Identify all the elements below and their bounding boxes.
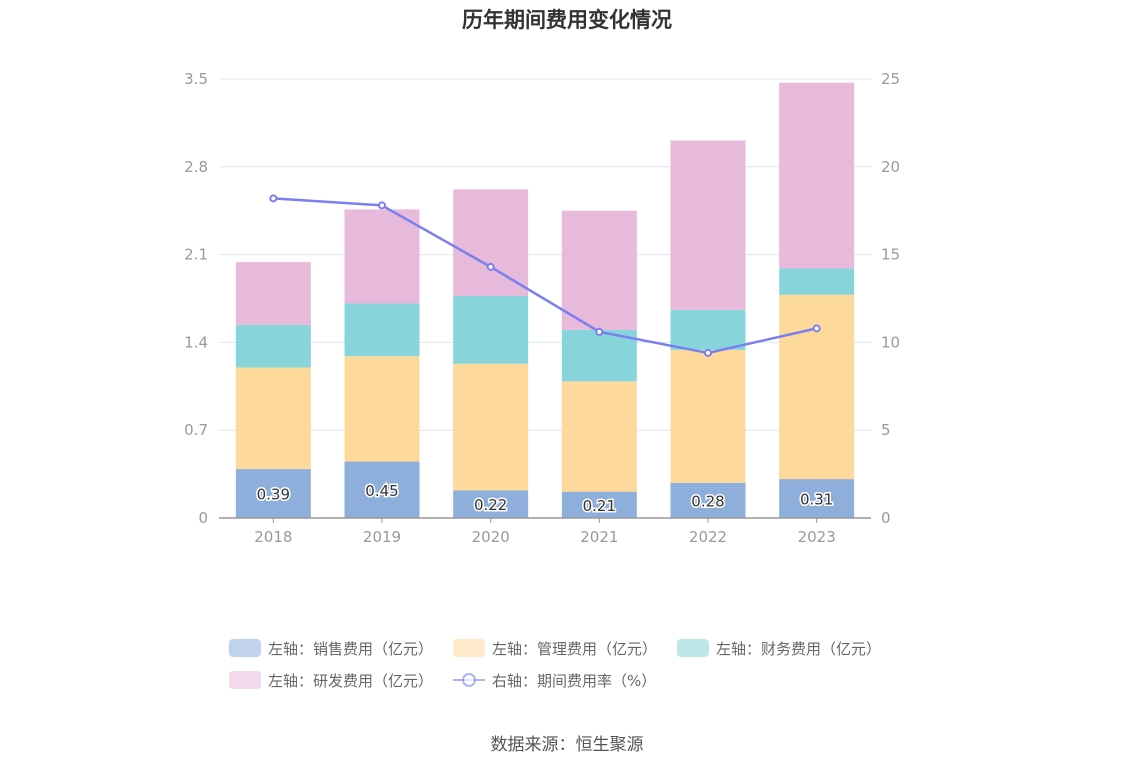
- legend-label: 左轴：财务费用（亿元）: [716, 639, 882, 658]
- legend: 左轴：销售费用（亿元） 左轴：管理费用（亿元） 左轴：财务费用（亿元） 左轴：研发费用…: [229, 632, 929, 696]
- chart-title: 历年期间费用变化情况: [462, 8, 672, 32]
- y-left-tick-label: 2.1: [184, 246, 208, 264]
- bar-segment-1: [235, 469, 311, 518]
- rate-point: [269, 194, 278, 203]
- bar-segment-1: [561, 491, 637, 518]
- legend-swatch: [453, 639, 486, 657]
- bar-segment-3: [670, 309, 746, 350]
- x-tick-label: 2018: [254, 528, 292, 546]
- legend-item[interactable]: 右轴：期间费用率（%）: [453, 670, 656, 691]
- bar-value-label: 0.22: [474, 496, 507, 514]
- bar-segment-1: [453, 490, 529, 518]
- y-left-tick-label: 0: [198, 509, 208, 527]
- y-left-tick-label: 1.4: [184, 333, 208, 351]
- legend-row: 左轴：销售费用（亿元） 左轴：管理费用（亿元） 左轴：财务费用（亿元）: [229, 632, 929, 664]
- rate-point: [486, 262, 495, 271]
- bar-segment-2: [670, 349, 746, 483]
- bar-segment-2: [779, 294, 855, 480]
- x-tick-label: 2020: [472, 528, 510, 546]
- bar-segment-4: [779, 82, 855, 269]
- y-right-tick-label: 10: [881, 333, 900, 351]
- bar-segment-1: [344, 461, 420, 518]
- legend-label: 左轴：管理费用（亿元）: [492, 639, 658, 658]
- bar-segment-3: [779, 268, 855, 295]
- x-tick-label: 2019: [363, 528, 401, 546]
- bar-segment-1: [670, 482, 746, 518]
- bar-segment-4: [344, 209, 420, 304]
- bar-value-label: 0.28: [691, 492, 724, 510]
- bar-segment-4: [670, 140, 746, 310]
- bar-segment-1: [779, 479, 855, 518]
- legend-row: 左轴：研发费用（亿元） 右轴：期间费用率（%）: [229, 664, 929, 696]
- y-right-tick-label: 20: [881, 158, 900, 176]
- bar-value-label: 0.39: [257, 486, 290, 504]
- y-left-tick-label: 0.7: [184, 421, 208, 439]
- y-left-tick-label: 2.8: [184, 158, 208, 176]
- legend-swatch: [229, 639, 261, 657]
- rate-point: [812, 324, 821, 333]
- bar-value-label: 0.31: [800, 491, 833, 509]
- bar-segment-3: [235, 324, 311, 368]
- y-right-tick-label: 5: [881, 421, 891, 439]
- source-note: 数据来源：恒生聚源: [490, 735, 644, 755]
- rate-point: [378, 201, 386, 210]
- legend-item[interactable]: 左轴：销售费用（亿元）: [229, 638, 433, 659]
- x-tick-label: 2021: [580, 528, 618, 546]
- legend-label: 左轴：研发费用（亿元）: [268, 671, 434, 690]
- bar-segment-4: [453, 189, 529, 296]
- legend-label: 左轴：销售费用（亿元）: [268, 639, 434, 658]
- bar-segment-2: [561, 381, 637, 492]
- legend-item[interactable]: 左轴：研发费用（亿元）: [229, 670, 433, 691]
- bar-segment-4: [235, 262, 311, 325]
- bar-segment-2: [453, 363, 529, 491]
- legend-item[interactable]: 左轴：管理费用（亿元）: [453, 638, 657, 659]
- rate-point: [595, 327, 604, 336]
- rate-line: [273, 197, 817, 355]
- legend-swatch: [229, 671, 261, 689]
- legend-item[interactable]: 左轴：财务费用（亿元）: [677, 638, 881, 659]
- legend-swatch: [453, 673, 486, 687]
- bar-segment-4: [561, 210, 637, 330]
- bar-segment-3: [561, 329, 637, 382]
- bar-value-label: 0.45: [365, 482, 398, 500]
- x-tick-label: 2023: [798, 528, 836, 546]
- bar-segment-2: [235, 367, 311, 470]
- legend-swatch: [677, 639, 710, 657]
- bar-segment-2: [344, 356, 420, 462]
- bar-value-label: 0.21: [583, 497, 616, 515]
- rate-point: [704, 348, 712, 357]
- legend-label: 右轴：期间费用率（%）: [492, 671, 657, 690]
- chart-plot: 0 0.7 1.4 2.1 2.8 3.5 0 5 10 15 20 25 0.39 0.45 0.22 0.…: [184, 70, 900, 546]
- bar-segment-3: [453, 295, 529, 364]
- x-tick-label: 2022: [689, 528, 727, 546]
- y-right-tick-label: 15: [881, 246, 900, 264]
- y-left-tick-label: 3.5: [184, 70, 208, 88]
- bar-segment-3: [344, 303, 420, 357]
- y-right-tick-label: 25: [881, 70, 900, 88]
- y-right-tick-label: 0: [881, 509, 891, 527]
